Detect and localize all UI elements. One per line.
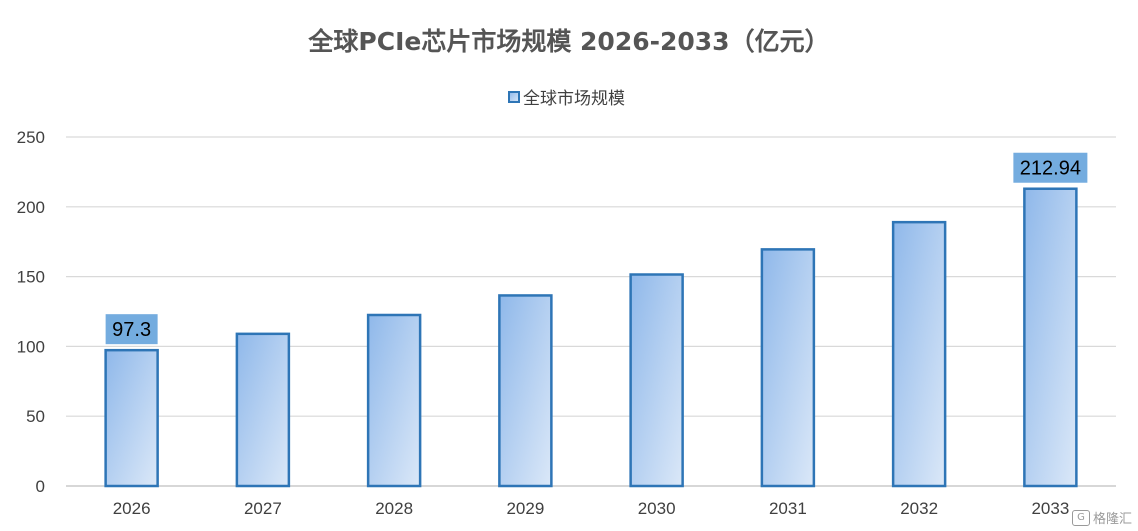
bars bbox=[104, 187, 1078, 488]
x-tick-label: 2032 bbox=[900, 499, 938, 518]
watermark: G 格隆汇 bbox=[1071, 508, 1132, 527]
y-tick-label: 150 bbox=[17, 268, 45, 287]
chart-title: 全球PCIe芯片市场规模 2026-2033（亿元） bbox=[307, 27, 829, 56]
bar bbox=[629, 273, 684, 488]
x-tick-label: 2027 bbox=[244, 499, 282, 518]
data-labels: 97.3 212.94 bbox=[105, 152, 1088, 345]
y-axis-ticks: 0 50 100 150 200 250 bbox=[17, 128, 45, 496]
data-label: 212.94 bbox=[1020, 158, 1081, 180]
x-tick-label: 2033 bbox=[1031, 499, 1069, 518]
legend-label: 全球市场规模 bbox=[523, 89, 625, 109]
gridlines bbox=[66, 136, 1116, 487]
data-label-bg bbox=[1013, 152, 1088, 183]
bar bbox=[891, 220, 947, 488]
y-tick-label: 50 bbox=[26, 407, 45, 426]
legend-swatch bbox=[508, 91, 520, 103]
y-tick-label: 100 bbox=[17, 337, 45, 356]
x-tick-label: 2028 bbox=[375, 499, 413, 518]
bar bbox=[104, 348, 159, 488]
data-label: 97.3 bbox=[112, 319, 151, 341]
bar bbox=[1023, 187, 1078, 488]
watermark-text: 格隆汇 bbox=[1092, 512, 1132, 527]
legend: 全球市场规模 bbox=[508, 89, 625, 109]
y-tick-label: 200 bbox=[17, 198, 45, 217]
x-axis-ticks: 2026 2027 2028 2029 2030 2031 2032 2033 bbox=[113, 499, 1070, 518]
bar bbox=[235, 332, 291, 488]
y-tick-label: 250 bbox=[17, 128, 45, 147]
data-label-bg bbox=[105, 314, 158, 345]
bar bbox=[366, 313, 422, 488]
y-tick-label: 0 bbox=[36, 477, 45, 496]
bar bbox=[498, 294, 553, 488]
watermark-logo-icon: G bbox=[1071, 509, 1090, 526]
x-tick-label: 2031 bbox=[769, 499, 807, 518]
x-tick-label: 2030 bbox=[638, 499, 676, 518]
bar bbox=[760, 248, 816, 488]
x-tick-label: 2029 bbox=[506, 499, 544, 518]
x-tick-label: 2026 bbox=[113, 499, 151, 518]
